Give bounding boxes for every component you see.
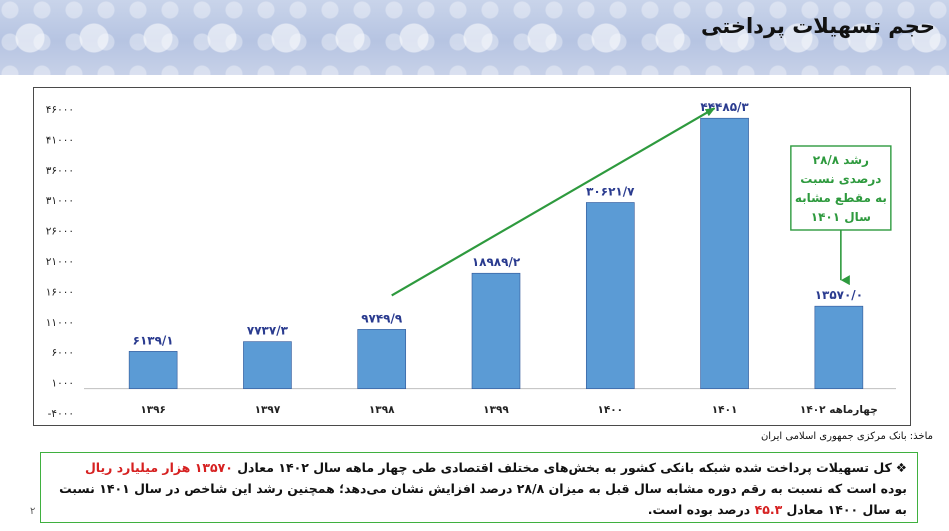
page-number: ۲ [30,506,36,517]
source-note: ماخذ: بانک مرکزی جمهوری اسلامی ایران [760,431,933,442]
growth-callout-line: درصدی نسبت [800,172,881,186]
x-tick-label: ۱۳۹۷ [255,404,281,416]
header-banner: حجم تسهیلات پرداختی [0,0,949,75]
x-tick-label: ۱۳۹۹ [483,404,509,416]
y-tick-label: ۴۱۰۰۰ [46,134,74,146]
data-label: ۱۸۹۸۹/۲ [472,255,521,269]
y-tick-label: ۲۶۰۰۰ [46,226,74,238]
growth-callout-box [790,145,892,231]
page-title: حجم تسهیلات پرداختی [701,14,935,38]
x-tick-label: ۱۴۰۱ [712,404,738,416]
bar-chart: -۴۰۰۰ ۱۰۰۰ ۶۰۰۰ ۱۱۰۰۰ ۱۶۰۰۰ ۲۱۰۰۰ ۲۶۰۰۰ ۳۱۰۰۰ ۳۶… [46,100,896,420]
x-tick-label: ۱۳۹۶ [140,404,166,416]
bar [585,202,635,389]
y-tick-label: ۶۰۰۰ [51,347,74,359]
chart-frame: -۴۰۰۰ ۱۰۰۰ ۶۰۰۰ ۱۱۰۰۰ ۱۶۰۰۰ ۲۱۰۰۰ ۲۶۰۰۰ ۳۱۰۰۰ ۳۶… [33,87,911,426]
summary-highlight-2: ۴۵.۳ [754,502,783,517]
summary-text-1: کل تسهیلات پرداخت شده شبکه بانکی کشور به… [232,460,892,475]
summary-box: ❖کل تسهیلات پرداخت شده شبکه بانکی کشور ب… [40,452,918,523]
bar [243,341,292,389]
bar [814,305,864,389]
growth-callout-line: رشد ۲۸/۸ [813,153,869,167]
bullet-icon: ❖ [895,460,907,475]
y-tick-label: ۱۶۰۰۰ [46,286,74,298]
y-tick-label: ۳۱۰۰۰ [46,195,74,207]
bar [471,272,521,389]
trend-arrow [391,107,716,297]
x-tick-label: ۱۴۰۰ [597,404,623,416]
summary-text-2: بوده است که نسبت به رقم دوره مشابه سال ق… [59,481,907,517]
summary-text-3: درصد بوده است. [647,502,755,517]
growth-callout-line: سال ۱۴۰۱ [811,210,871,224]
y-tick-label: ۲۱۰۰۰ [46,256,74,268]
data-label: ۶۱۳۹/۱ [133,333,174,347]
x-tick-label: چهارماهه ۱۴۰۲ [800,404,878,416]
bar [700,117,749,389]
y-tick-label: ۴۶۰۰۰ [46,104,74,116]
bar [128,351,178,389]
summary-highlight-1: ۱۳۵۷۰ هزار میلیارد ریال [84,460,233,475]
bar [357,329,407,389]
data-label: ۱۳۵۷۰/۰ [815,288,863,302]
y-tick-label: -۴۰۰۰ [48,408,74,420]
y-tick-label: ۳۶۰۰۰ [46,165,74,177]
y-tick-label: ۱۰۰۰ [51,378,74,390]
data-label: ۹۷۴۹/۹ [361,311,403,325]
y-tick-label: ۱۱۰۰۰ [46,317,74,329]
x-tick-label: ۱۳۹۸ [369,404,395,416]
data-label: ۳۰۶۲۱/۷ [586,185,635,199]
data-label: ۷۷۳۷/۳ [247,324,289,338]
growth-callout-line: به مقطع مشابه [795,191,887,205]
